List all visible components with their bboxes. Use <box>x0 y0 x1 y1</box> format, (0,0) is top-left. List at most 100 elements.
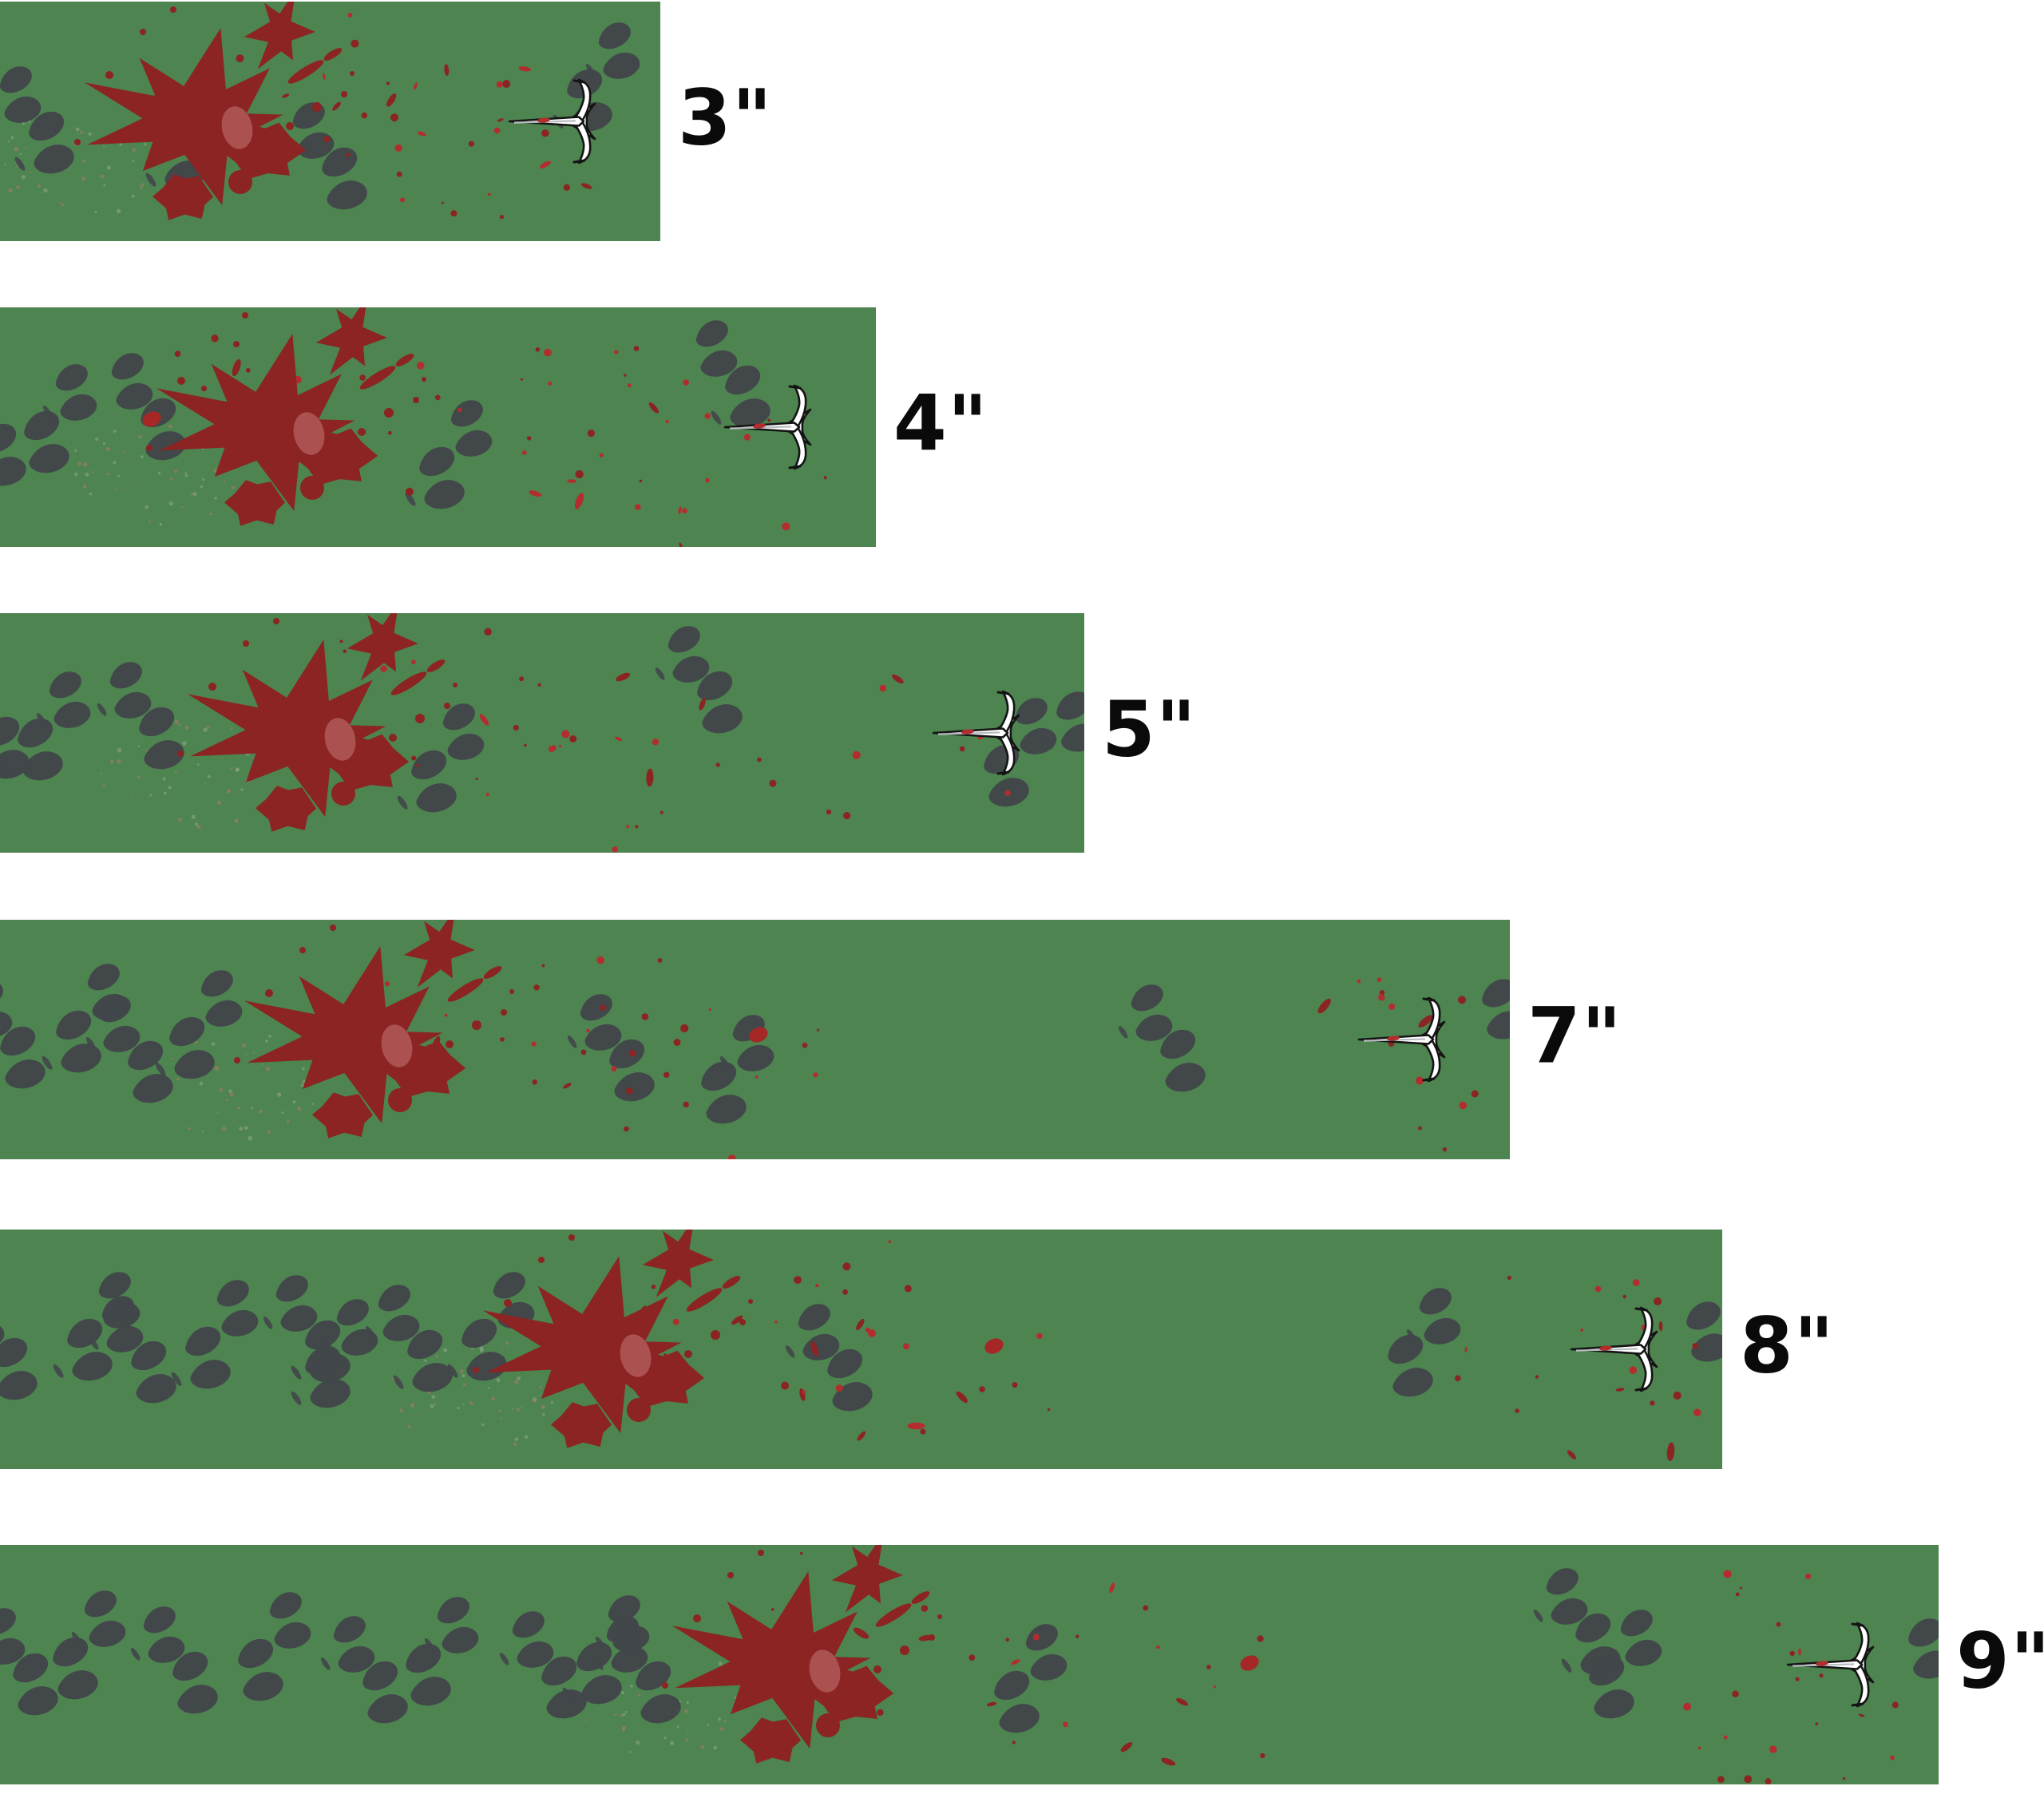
blood-on-arrow <box>961 729 974 735</box>
broadhead-arrow-icon <box>932 690 1020 776</box>
blood-splatter <box>177 613 458 832</box>
blood-splatter <box>473 1230 753 1448</box>
lone-blood-drop <box>749 1027 768 1043</box>
deer-track-print <box>0 716 30 779</box>
deer-track-print <box>585 22 640 79</box>
deer-track-print <box>567 994 622 1051</box>
deer-track-print <box>362 1661 408 1724</box>
deer-track-print <box>499 1611 554 1668</box>
deer-track-print <box>97 662 152 719</box>
blood-droplet-cluster <box>567 418 827 547</box>
deer-track-print <box>42 1010 101 1073</box>
blood-mist <box>4 120 155 214</box>
deer-track-print <box>171 1326 231 1389</box>
lone-blood-drop <box>142 411 161 427</box>
deer-track-print <box>562 1642 622 1705</box>
blood-on-arrow <box>1599 1345 1612 1351</box>
deer-track-print <box>291 1345 351 1408</box>
deer-track-print <box>1533 1568 1588 1625</box>
deer-track-print <box>155 1016 215 1079</box>
deer-track-print <box>442 703 485 760</box>
trail-field <box>0 1230 1722 1469</box>
blood-droplet-cluster <box>1455 1275 1701 1461</box>
lone-blood-drop <box>984 1338 1004 1354</box>
deer-track-print <box>89 1296 144 1352</box>
deer-track-print <box>53 1637 98 1700</box>
trail-field <box>0 613 1084 853</box>
broadhead-arrow-icon <box>1357 996 1446 1083</box>
blood-splatter <box>662 1545 942 1764</box>
deer-track-print <box>1118 984 1173 1041</box>
deer-track-print <box>1686 1301 1722 1362</box>
deer-track-print <box>172 1651 218 1714</box>
deer-track-print <box>450 400 493 457</box>
blood-splatter <box>74 2 355 220</box>
blood-mist <box>101 719 275 830</box>
deer-track-print <box>695 320 738 377</box>
deer-track-print <box>994 1670 1040 1733</box>
deer-track-print <box>269 1592 311 1649</box>
deer-track-print <box>397 750 457 813</box>
deer-track-print <box>447 1318 507 1381</box>
deer-track-print <box>593 1616 648 1673</box>
deer-track-print <box>0 66 42 123</box>
deer-track-print <box>0 981 13 1038</box>
blood-on-arrow <box>537 117 550 123</box>
deer-track-print <box>393 1329 453 1392</box>
blood-on-arrow <box>1387 1036 1400 1041</box>
deer-track-print <box>216 1280 259 1337</box>
depth-label-9in: 9" <box>1956 1616 2044 1706</box>
deer-track-print <box>609 1039 655 1102</box>
deer-track-print <box>0 423 26 486</box>
deer-track-print <box>263 1275 318 1332</box>
deer-track-print <box>1482 979 1510 1040</box>
deer-track-print <box>200 970 243 1027</box>
deer-track-print <box>365 1285 420 1341</box>
penetration-bar-4in <box>0 307 876 547</box>
blood-on-arrow <box>1816 1661 1828 1666</box>
deer-track-print <box>1025 1624 1068 1681</box>
deer-track-print <box>1620 1610 1662 1666</box>
blood-droplet-cluster <box>390 80 592 220</box>
deer-track-print <box>131 1341 176 1404</box>
deer-track-print <box>1589 1656 1634 1719</box>
deer-track-print <box>139 707 184 770</box>
deer-track-print <box>111 353 153 410</box>
broadhead-arrow-icon <box>723 384 812 470</box>
deer-track-print <box>320 1616 375 1673</box>
deer-track-print <box>711 365 770 428</box>
deer-track-print <box>697 671 743 734</box>
deer-track-print <box>323 1299 378 1356</box>
deer-track-print <box>128 1040 173 1103</box>
deer-track-print <box>0 1337 38 1400</box>
broadhead-arrow-icon <box>508 78 596 164</box>
deer-track-print <box>406 1643 451 1706</box>
deer-track-print <box>36 671 91 728</box>
blood-mist <box>392 1341 564 1447</box>
blood-droplet-cluster <box>1683 1570 1899 1784</box>
deer-track-print <box>1043 691 1084 752</box>
deer-track-print <box>0 1026 46 1089</box>
deer-track-print <box>405 446 465 509</box>
blood-splatter <box>234 920 514 1139</box>
lone-blood-drop <box>1240 1655 1259 1671</box>
deer-track-print <box>1388 1334 1433 1397</box>
deer-track-print <box>14 111 74 174</box>
deer-track-print <box>541 1656 587 1719</box>
deer-track-print <box>0 1608 26 1665</box>
broadhead-arrow-icon <box>1786 1622 1875 1708</box>
deer-track-print <box>3 718 63 781</box>
blood-on-arrow <box>753 423 766 429</box>
penetration-bar-7in <box>0 920 1510 1159</box>
deer-track-print <box>13 1653 58 1716</box>
blood-droplet-cluster <box>384 956 689 1089</box>
depth-label-5in: 5" <box>1102 684 1197 774</box>
blood-droplet-cluster <box>359 346 711 509</box>
deer-track-print <box>636 1661 681 1724</box>
blood-droplet-cluster <box>580 1008 820 1159</box>
deer-track-print <box>785 1304 840 1360</box>
deer-track-print <box>130 1606 185 1663</box>
deer-track-print <box>424 1597 479 1653</box>
deer-track-print <box>1908 1618 1939 1679</box>
